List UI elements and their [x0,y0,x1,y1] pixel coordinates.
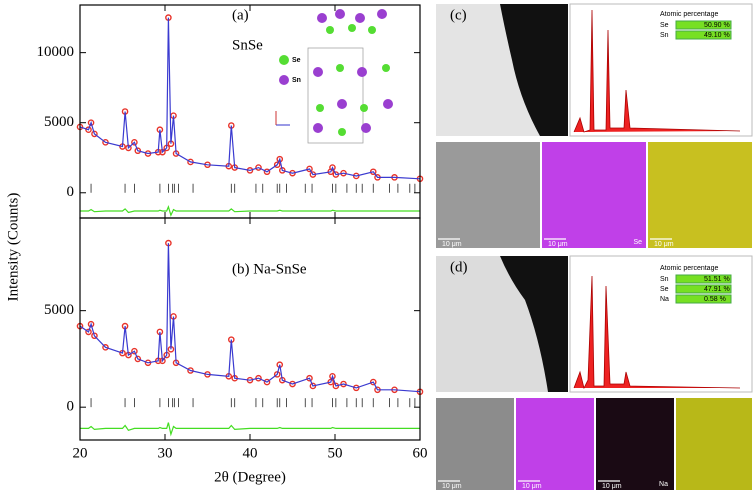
eds-value: 51.51 % [704,276,730,283]
series-line [79,243,421,393]
eds-element: Se [660,286,669,293]
observed-point [369,378,377,386]
series-line [80,204,420,217]
x-axis-label: 2θ (Degree) [214,469,286,485]
x-tick-label: 30 [158,445,173,461]
scale-bar-label: 10 μm [442,483,462,490]
sem-shadow [500,256,568,392]
observed-point [263,378,271,386]
x-tick-label: 60 [413,445,428,461]
observed-point [273,371,281,378]
x-tick-label: 50 [328,445,343,461]
y-tick-label: 10000 [37,44,75,60]
observed-point [369,168,377,176]
x-tick-label: 20 [73,445,88,461]
observed-point [255,164,262,171]
annotation: (b) Na-SnSe [232,261,307,277]
observed-point [273,161,281,169]
eds-value: 50.90 % [704,22,730,29]
eds-title: Atomic percentage [660,265,718,272]
observed-point [329,372,336,380]
y-tick-label: 0 [67,184,75,200]
sem-map [436,142,540,248]
observed-point [91,332,98,340]
series-line [80,422,420,437]
y-tick-label: 0 [67,399,75,415]
scale-bar-label: 10 μm [522,483,542,490]
observed-point [276,155,284,163]
eds-element: Na [660,296,669,303]
eds-element: Se [660,22,669,29]
inset-legend-label: Se [292,57,301,64]
scale-bar-label: 10 μm [442,241,462,248]
sn-map [648,142,752,248]
crystal-inset [275,9,393,144]
eds-bar [675,274,732,284]
observed-point [131,139,138,146]
observed-point [85,126,92,134]
observed-point [306,165,313,173]
eds-value: 0.58 % [704,296,726,303]
se-map [542,142,646,248]
series-line [79,17,421,180]
sn-map [516,398,594,490]
observed-point [85,328,92,336]
observed-point [329,164,336,171]
y-axis-label: Intensity (Counts) [5,193,21,302]
y-tick-label: 5000 [44,114,74,130]
panel-label: (c) [450,7,467,23]
observed-point [134,355,142,363]
scale-bar-label: 10 μm [548,241,568,248]
sem-shadow [500,4,568,136]
panel-c [436,3,753,248]
annotation: (a) [232,7,249,23]
x-tick-label: 40 [243,445,258,461]
observed-point [263,168,271,176]
observed-point [102,344,109,351]
inset-legend-label: Sn [292,77,301,84]
eds-bar [675,294,732,304]
eds-element: Sn [660,32,669,39]
eds-value: 49.10 % [704,32,730,39]
eds-title: Atomic percentage [660,11,718,18]
observed-point [131,347,138,355]
eds-bar [675,20,732,30]
observed-point [87,119,95,127]
plot-frame [79,217,421,441]
map-label: Se [633,239,642,246]
scale-bar-label: 10 μm [654,241,674,248]
na-map [596,398,674,490]
eds-bar [675,284,732,294]
observed-point [306,374,313,382]
scale-bar-label: 10 μm [602,483,622,490]
panel-label: (d) [450,259,468,275]
map-label: Na [659,481,668,488]
observed-point [134,147,142,155]
eds-peaks [573,275,741,390]
eds-bar [675,30,732,40]
observed-point [332,382,340,390]
observed-point [87,320,95,328]
observed-point [352,384,360,392]
observed-point [91,130,98,138]
observed-point [340,380,347,388]
eds-peaks [573,9,741,133]
eds-element: Sn [660,276,669,283]
se-map [676,398,752,490]
observed-point [289,380,296,388]
y-tick-label: 5000 [44,302,74,318]
sem-map [436,398,514,490]
annotation: SnSe [232,37,263,53]
eds-value: 47.91 % [704,286,730,293]
